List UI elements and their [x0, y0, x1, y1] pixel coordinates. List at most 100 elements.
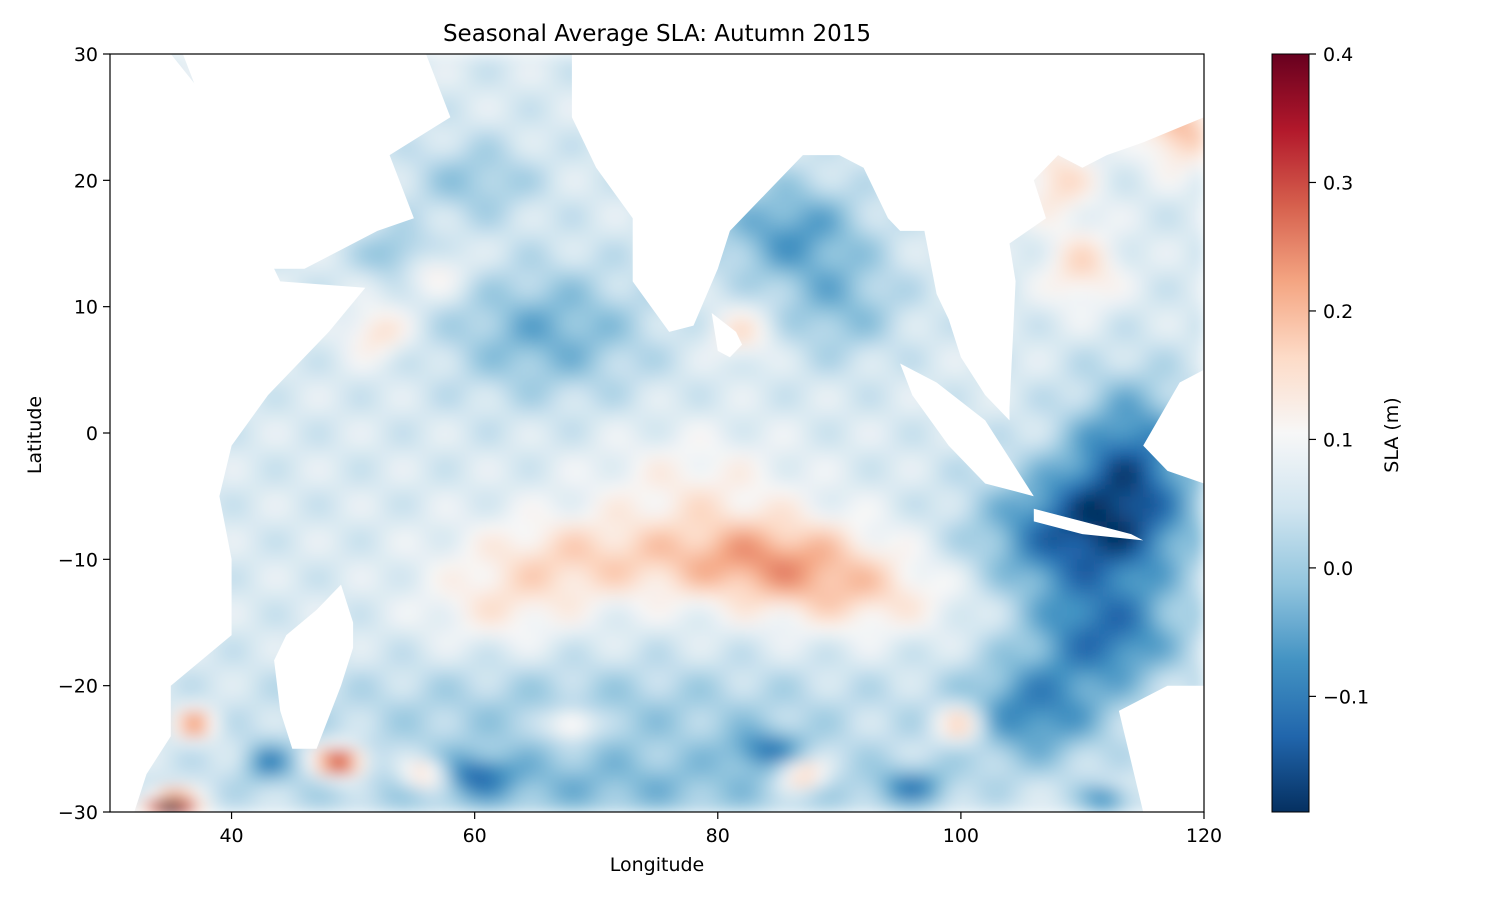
sla-cell [912, 281, 926, 295]
sla-cell [535, 761, 549, 775]
sla-cell [1058, 597, 1071, 611]
sla-cell [815, 445, 828, 459]
sla-cell [985, 673, 998, 687]
sla-cell [535, 382, 549, 396]
sla-cell [766, 521, 780, 535]
sla-cell [511, 369, 524, 383]
sla-cell [401, 786, 415, 800]
sla-cell [657, 369, 670, 383]
sla-cell [547, 786, 561, 800]
sla-cell [754, 761, 767, 775]
sla-cell [559, 496, 573, 510]
sla-cell [912, 799, 926, 812]
sla-cell [438, 597, 451, 611]
sla-cell [182, 723, 196, 737]
sla-cell [486, 685, 500, 699]
sla-cell [960, 799, 974, 812]
sla-cell [912, 256, 926, 270]
sla-cell [802, 774, 816, 788]
sla-cell [462, 218, 476, 232]
sla-cell [936, 584, 950, 598]
sla-cell [413, 357, 427, 371]
sla-cell [888, 458, 901, 472]
sla-cell [608, 685, 622, 699]
sla-cell [839, 685, 853, 699]
sla-cell [559, 331, 573, 346]
sla-cell [401, 294, 415, 308]
sla-cell [328, 445, 342, 459]
sla-cell [523, 306, 537, 320]
sla-cell [584, 660, 597, 674]
sla-cell [669, 622, 682, 636]
sla-cell [1106, 572, 1120, 586]
sla-cell [596, 559, 609, 573]
sla-cell [584, 167, 597, 181]
sla-cell [511, 79, 524, 93]
sla-cell [608, 761, 622, 775]
sla-cell [985, 761, 998, 775]
sla-cell [1070, 534, 1084, 548]
sla-cell [377, 470, 391, 485]
sla-cell [523, 54, 537, 68]
sla-cell [462, 268, 476, 282]
sla-cell [462, 142, 476, 156]
sla-cell [280, 470, 293, 485]
sla-cell [924, 445, 938, 459]
sla-cell [438, 445, 451, 459]
sla-cell [499, 306, 512, 320]
sla-cell [255, 508, 269, 522]
sla-cell [1046, 736, 1059, 750]
sla-cell [766, 193, 780, 207]
sla-cell [511, 698, 524, 712]
sla-cell [608, 597, 622, 611]
sla-cell [657, 470, 670, 485]
sla-cell [960, 470, 974, 485]
sla-cell [1033, 268, 1047, 282]
sla-cell [657, 710, 670, 725]
sla-cell [729, 256, 743, 270]
sla-cell [1082, 698, 1096, 712]
sla-cell [924, 660, 938, 674]
sla-cell [839, 357, 853, 371]
sla-cell [462, 622, 476, 636]
sla-cell [802, 433, 816, 447]
sla-cell [499, 369, 512, 383]
sla-cell [742, 243, 755, 257]
sla-cell [863, 521, 877, 535]
sla-cell [778, 698, 792, 712]
sla-cell [1058, 357, 1071, 371]
sla-cell [523, 129, 537, 143]
sla-cell [341, 521, 354, 535]
sla-cell [960, 382, 974, 396]
sla-cell [839, 748, 853, 762]
sla-cell [571, 534, 585, 548]
sla-cell [827, 609, 840, 624]
sla-cell [693, 710, 707, 725]
sla-cell [851, 673, 865, 687]
sla-cell [316, 508, 330, 522]
sla-cell [341, 748, 354, 762]
sla-cell [1082, 458, 1096, 472]
sla-cell [389, 660, 403, 674]
sla-cell [1070, 786, 1084, 800]
sla-cell [705, 572, 719, 586]
sla-cell [827, 344, 840, 358]
sla-cell [948, 622, 962, 636]
sla-cell [523, 445, 537, 459]
sla-cell [559, 458, 573, 472]
sla-cell [1118, 786, 1132, 800]
sla-cell [936, 698, 950, 712]
sla-cell [815, 559, 828, 573]
sla-cell [644, 534, 658, 548]
sla-cell [1094, 268, 1108, 282]
sla-cell [474, 104, 488, 118]
sla-cell [1094, 445, 1108, 459]
sla-cell [693, 559, 707, 573]
sla-cell [207, 748, 220, 762]
sla-cell [851, 344, 865, 358]
sla-cell [523, 256, 537, 270]
sla-cell [1033, 774, 1047, 788]
sla-cell [547, 230, 561, 245]
sla-cell [511, 723, 524, 737]
sla-cell [1021, 407, 1035, 421]
